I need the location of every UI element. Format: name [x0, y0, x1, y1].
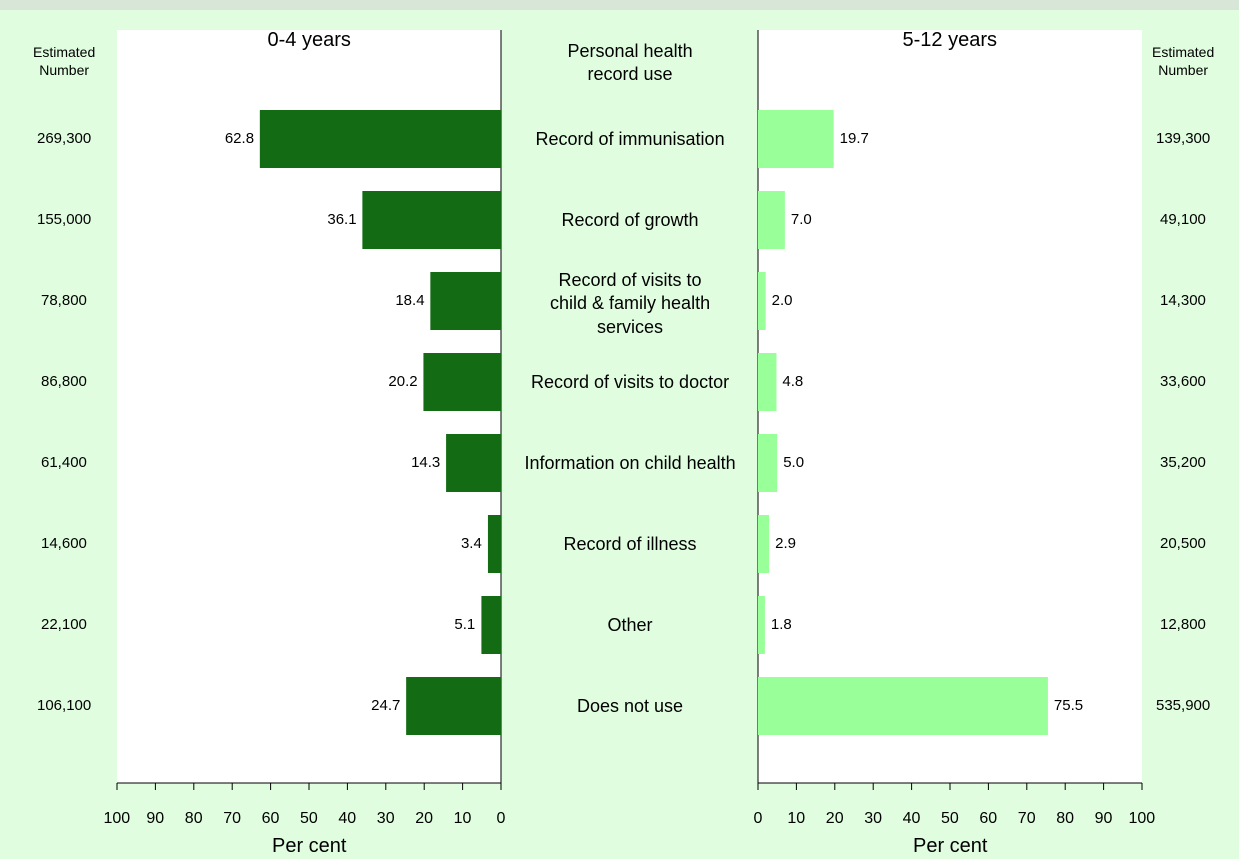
bar [758, 596, 765, 654]
category-label: Other [607, 614, 653, 635]
bar [446, 434, 501, 492]
bar [259, 110, 501, 168]
estimated-number: 139,300 [1156, 130, 1211, 147]
estimated-number: 535,900 [1156, 697, 1211, 714]
value-label: 24.7 [371, 697, 401, 714]
value-label: 62.8 [224, 130, 255, 147]
x-tick-label: 90 [146, 809, 165, 827]
value-label: 4.8 [782, 373, 804, 390]
category-label: Record of illness [563, 533, 697, 554]
bar [758, 353, 777, 411]
x-tick-label: 60 [261, 809, 280, 827]
x-tick-label: 30 [864, 809, 882, 827]
x-tick-label: 100 [103, 809, 131, 827]
bar [758, 191, 785, 249]
value-label: 1.8 [770, 616, 792, 633]
value-label: 75.5 [1053, 697, 1084, 714]
value-label: 7.0 [790, 211, 812, 228]
estimated-number-title: Estimated Number [33, 44, 96, 79]
x-tick-label: 20 [825, 809, 844, 827]
bar [758, 110, 834, 168]
estimated-number: 49,100 [1160, 211, 1206, 228]
category-label: Record of visits to child & family healt… [550, 270, 711, 337]
category-label: Does not use [577, 695, 684, 716]
x-tick-label: 40 [902, 809, 921, 827]
x-tick-label: 80 [184, 809, 203, 827]
estimated-number: 106,100 [37, 697, 92, 714]
value-label: 3.4 [460, 535, 482, 552]
estimated-number: 20,500 [1160, 535, 1206, 552]
x-tick-label: 10 [453, 809, 472, 827]
value-label: 2.9 [775, 535, 796, 552]
bar [487, 515, 501, 573]
x-tick-label: 60 [979, 809, 998, 827]
x-tick-label: 30 [376, 809, 395, 827]
category-label: Record of immunisation [535, 128, 725, 149]
x-axis-label: Per cent [272, 835, 347, 857]
category-label: Record of visits to doctor [531, 371, 730, 392]
x-tick-label: 50 [300, 809, 318, 827]
estimated-number: 35,200 [1160, 454, 1206, 471]
x-tick-label: 40 [338, 809, 357, 827]
category-label: Record of growth [561, 209, 699, 230]
bar [362, 191, 501, 249]
value-label: 14.3 [411, 454, 441, 471]
category-title: Personal health record use [567, 40, 693, 84]
estimated-number: 269,300 [37, 130, 92, 147]
estimated-number: 14,600 [41, 535, 87, 552]
x-tick-label: 80 [1056, 809, 1074, 827]
value-label: 20.2 [388, 373, 418, 390]
chart-title: 5-12 years [902, 29, 998, 51]
value-label: 18.4 [395, 292, 425, 309]
value-label: 5.0 [783, 454, 805, 471]
x-tick-label: 20 [415, 809, 433, 827]
bar [423, 353, 501, 411]
x-tick-label: 70 [1017, 809, 1036, 827]
value-label: 2.0 [771, 292, 793, 309]
estimated-number: 12,800 [1160, 616, 1206, 633]
x-tick-label: 90 [1094, 809, 1113, 827]
x-tick-label: 0 [496, 809, 506, 827]
bar [758, 515, 770, 573]
top-strip [0, 0, 1239, 10]
estimated-number: 61,400 [41, 454, 87, 471]
value-label: 36.1 [327, 211, 357, 228]
x-tick-label: 0 [753, 809, 763, 827]
estimated-number: 22,100 [41, 616, 87, 633]
chart-title: 0-4 years [267, 29, 351, 51]
x-tick-label: 100 [1128, 809, 1156, 827]
bar [758, 434, 778, 492]
bar [481, 596, 501, 654]
bar [758, 677, 1048, 735]
category-label: Information on child health [524, 452, 736, 473]
value-label: 19.7 [839, 130, 869, 147]
x-tick-label: 70 [223, 809, 241, 827]
estimated-number: 155,000 [37, 211, 92, 228]
bar [430, 272, 501, 330]
estimated-number-title: Estimated Number [1152, 44, 1215, 79]
estimated-number: 14,300 [1160, 292, 1206, 309]
x-tick-label: 10 [787, 809, 806, 827]
x-tick-label: 50 [941, 809, 959, 827]
estimated-number: 86,800 [41, 373, 87, 390]
bar [406, 677, 501, 735]
bar [758, 272, 766, 330]
x-axis-label: Per cent [913, 835, 988, 857]
value-label: 5.1 [454, 616, 476, 633]
estimated-number: 33,600 [1160, 373, 1206, 390]
estimated-number: 78,800 [41, 292, 87, 309]
